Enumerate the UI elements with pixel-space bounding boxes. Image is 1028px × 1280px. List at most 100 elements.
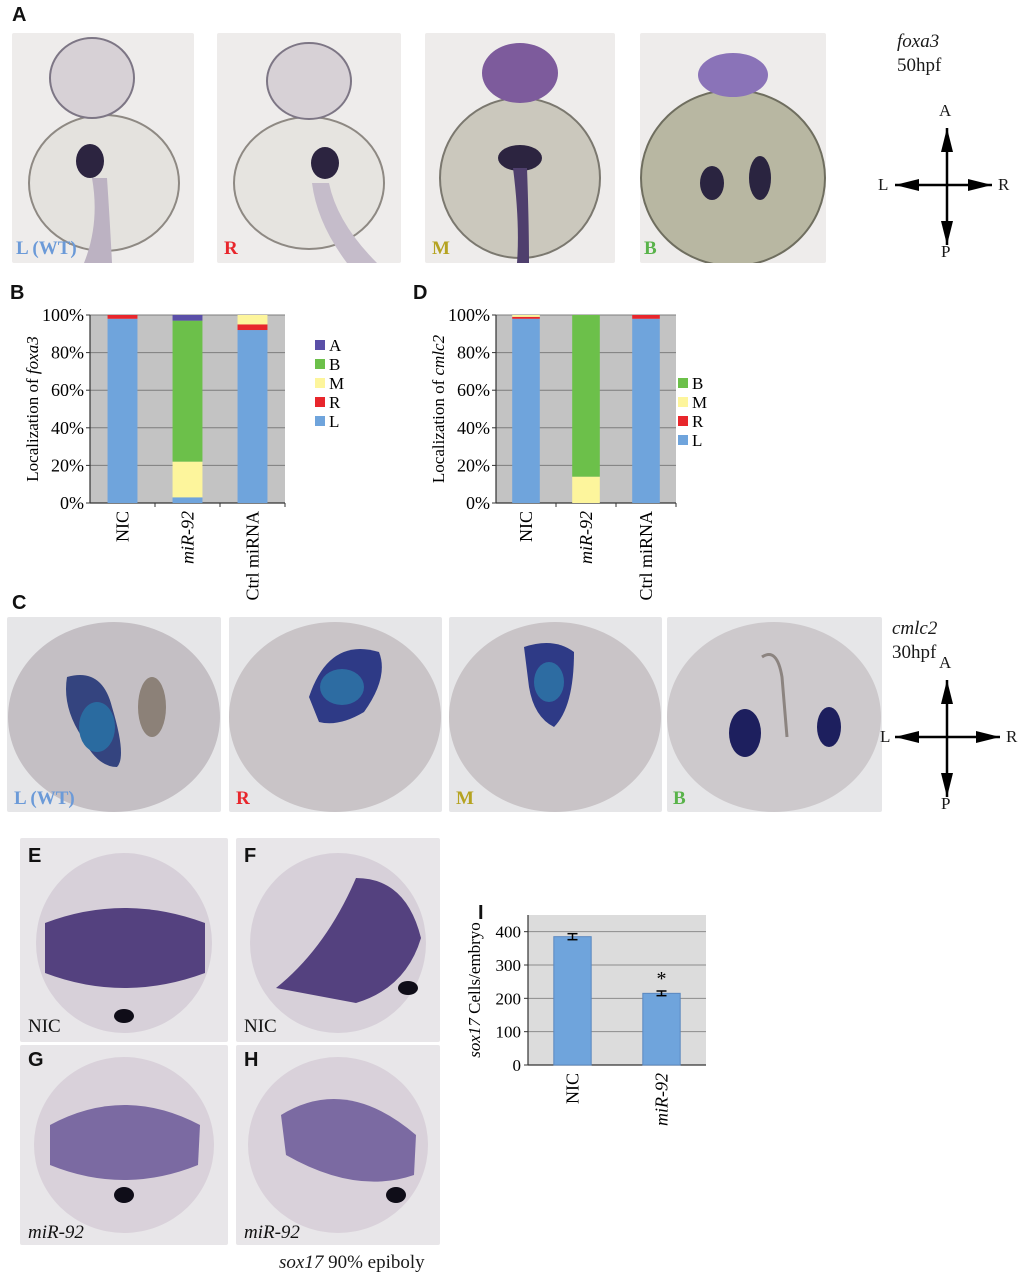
y-tick-label: 100% bbox=[42, 305, 84, 325]
foxa3-embryo-midline-image bbox=[425, 33, 615, 263]
category-label: miR-92 bbox=[178, 511, 198, 564]
panel-label-i: I bbox=[478, 902, 484, 924]
category-label: Ctrl miRNA bbox=[636, 511, 656, 601]
category-label: NIC bbox=[113, 511, 133, 542]
y-tick-label: 100 bbox=[496, 1023, 522, 1042]
legend-swatch-R bbox=[678, 416, 688, 426]
significance-marker: * bbox=[657, 968, 667, 990]
cmlc2-embryo-midline-image bbox=[449, 617, 662, 812]
panel-label-f: F bbox=[244, 845, 257, 867]
bar-segment-R-0 bbox=[512, 316, 540, 319]
y-axis-label-prefix: Localization of bbox=[429, 375, 448, 483]
foxa3-stage-caption: foxa3 50hpf bbox=[897, 30, 987, 78]
y-axis-label: sox17 Cells/embryo bbox=[465, 922, 484, 1058]
cmlc2-embryo-bilateral-image bbox=[667, 617, 882, 812]
legend-swatch-R bbox=[315, 397, 325, 407]
legend-label-L: L bbox=[692, 431, 702, 450]
cmlc2-stage-label: 30hpf bbox=[892, 642, 937, 663]
category-label: Ctrl miRNA bbox=[243, 511, 263, 601]
foxa3-left-label: L (WT) bbox=[16, 238, 77, 259]
cmlc2-right-label: R bbox=[236, 788, 250, 809]
compass-right-label: R bbox=[1006, 727, 1018, 746]
legend-label-M: M bbox=[329, 374, 344, 393]
panel-g-caption: miR-92 bbox=[28, 1222, 84, 1243]
compass-posterior-label: P bbox=[941, 794, 951, 813]
panel-label-b: B bbox=[10, 282, 25, 304]
y-tick-label: 20% bbox=[457, 455, 490, 475]
y-tick-label: 0 bbox=[513, 1056, 522, 1075]
category-label: miR-92 bbox=[576, 511, 596, 564]
bar-segment-A-1 bbox=[172, 315, 203, 321]
bar-segment-B-1 bbox=[172, 320, 203, 462]
legend-swatch-L bbox=[678, 435, 688, 445]
y-tick-label: 200 bbox=[496, 989, 522, 1008]
cmlc2-left-label: L (WT) bbox=[14, 788, 75, 809]
y-tick-label: 60% bbox=[457, 380, 490, 400]
compass-anterior-label: A bbox=[939, 101, 952, 120]
eh-stage-label: 90% epiboly bbox=[328, 1252, 425, 1273]
y-tick-label: 80% bbox=[457, 343, 490, 363]
foxa3-embryo-bilateral-image bbox=[640, 33, 826, 263]
category-label: NIC bbox=[516, 511, 536, 542]
bar-segment-R-2 bbox=[237, 324, 268, 331]
cmlc2-midline-label: M bbox=[456, 788, 474, 809]
cmlc2-embryo-left-image bbox=[7, 617, 221, 812]
compass-anterior-label: A bbox=[939, 653, 952, 672]
chart-i-svg: 0 100 200 300 400 NIC * miR-92 sox17 Cells/embry… bbox=[465, 915, 706, 1126]
y-tick-label: 80% bbox=[51, 343, 84, 363]
sox17-nic-image-e bbox=[20, 838, 228, 1042]
y-axis-label: Localization of foxa3 bbox=[23, 336, 42, 481]
legend-swatch-L bbox=[315, 416, 325, 426]
chart-d-svg: 0% 20% 40% 60% 80% 100% NIC miR-92 Ctrl miRNA Loc… bbox=[429, 305, 707, 601]
bar-segment-R-0 bbox=[107, 315, 138, 319]
legend-swatch-B bbox=[678, 378, 688, 388]
panel-h-caption: miR-92 bbox=[244, 1222, 300, 1243]
legend-label-R: R bbox=[692, 412, 704, 431]
bar-segment-L-0 bbox=[107, 318, 138, 503]
legend-swatch-A bbox=[315, 340, 325, 350]
panel-label-h: H bbox=[244, 1049, 259, 1071]
legend-label-M: M bbox=[692, 393, 707, 412]
bar-1 bbox=[642, 992, 681, 1066]
foxa3-midline-label: M bbox=[432, 238, 450, 259]
foxa3-embryo-left-image bbox=[12, 33, 194, 263]
bar-segment-L-1 bbox=[172, 497, 203, 503]
bar-segment-L-2 bbox=[632, 318, 660, 503]
foxa3-embryo-right-image bbox=[217, 33, 401, 263]
y-axis-label-gene: sox17 bbox=[465, 1017, 484, 1058]
legend-label-B: B bbox=[329, 355, 340, 374]
bar-segment-M-1 bbox=[572, 476, 600, 503]
compass-right-label: R bbox=[998, 175, 1010, 194]
cmlc2-embryo-right-image bbox=[229, 617, 442, 812]
bar-segment-L-2 bbox=[237, 330, 268, 503]
legend-swatch-M bbox=[315, 378, 325, 388]
y-tick-label: 40% bbox=[51, 418, 84, 438]
foxa3-right-label: R bbox=[224, 238, 238, 259]
axis-compass-c: A P L R bbox=[870, 653, 1020, 815]
legend-label-B: B bbox=[692, 374, 703, 393]
foxa3-bilateral-label: B bbox=[644, 238, 657, 259]
y-tick-label: 100% bbox=[448, 305, 490, 325]
y-tick-label: 300 bbox=[496, 956, 522, 975]
panel-label-d: D bbox=[413, 282, 428, 304]
legend-swatch-M bbox=[678, 397, 688, 407]
y-axis-label-gene: foxa3 bbox=[23, 336, 42, 374]
legend-swatch-B bbox=[315, 359, 325, 369]
bar-segment-R-2 bbox=[632, 315, 660, 319]
eh-bottom-caption: sox17 90% epiboly bbox=[279, 1252, 425, 1274]
y-axis-label-gene: cmlc2 bbox=[429, 334, 448, 375]
y-tick-label: 40% bbox=[457, 418, 490, 438]
foxa3-gene-label: foxa3 bbox=[897, 31, 940, 52]
bar-segment-M-0 bbox=[512, 315, 540, 317]
y-axis-label: Localization of cmlc2 bbox=[429, 334, 448, 483]
y-axis-label-prefix: Localization of bbox=[23, 374, 42, 482]
arrow-left-icon bbox=[895, 731, 919, 743]
panel-label-e: E bbox=[28, 845, 42, 867]
panel-e-caption: NIC bbox=[28, 1016, 61, 1037]
sox17-nic-image-f bbox=[236, 838, 440, 1042]
category-label: miR-92 bbox=[652, 1073, 672, 1126]
bar-segment-M-1 bbox=[172, 461, 203, 498]
cmlc2-bilateral-label: B bbox=[673, 788, 686, 809]
bar-segment-M-2 bbox=[237, 315, 268, 325]
chart-b: 0% 20% 40% 60% 80% 100% NIC miR-92 Ctrl miRNA Loc… bbox=[0, 290, 400, 601]
